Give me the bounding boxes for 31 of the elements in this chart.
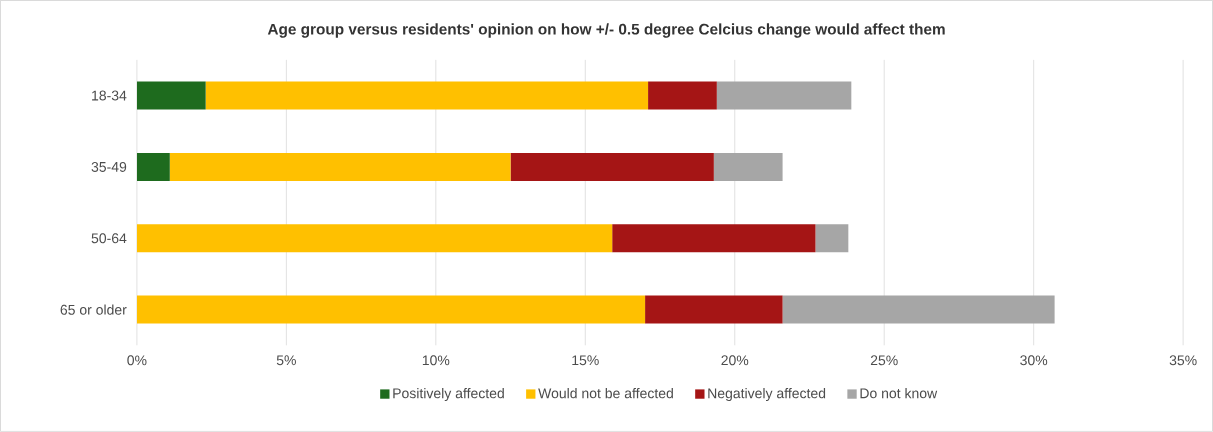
x-tick-label: 5% <box>276 355 296 366</box>
bar <box>612 224 816 253</box>
x-tick-label: 25% <box>870 355 898 366</box>
bar <box>136 295 646 324</box>
bar <box>136 81 206 110</box>
chart-title: Age group versus residents' opinion on how +/- 0.5 degree Celcius change would affect them <box>267 23 945 38</box>
x-tick-label: 15% <box>572 355 599 366</box>
bar <box>645 295 783 324</box>
x-tick-label: 0% <box>127 355 147 366</box>
x-tick-label: 35% <box>1169 355 1197 366</box>
bar <box>648 81 717 110</box>
bar <box>205 81 649 110</box>
bar <box>136 152 170 181</box>
bar <box>510 152 714 181</box>
legend-label: Do not know <box>860 388 938 399</box>
y-tick-label: 65 or older <box>60 304 127 315</box>
bar <box>782 295 1055 324</box>
legend-label: Would not be affected <box>538 388 673 399</box>
bar <box>815 224 849 253</box>
bar <box>169 152 511 181</box>
y-tick-label: 18-34 <box>92 90 127 101</box>
y-tick-label: 35-49 <box>91 162 127 172</box>
bar <box>713 152 783 181</box>
x-tick-label: 30% <box>1020 355 1048 366</box>
legend-label: Positively affected <box>393 388 504 402</box>
y-tick-label: 50-64 <box>91 233 127 244</box>
bar <box>136 224 613 253</box>
bar <box>716 81 852 110</box>
x-tick-label: 20% <box>721 355 749 366</box>
x-tick-label: 10% <box>422 355 450 366</box>
legend-label: Negatively affected <box>708 388 826 402</box>
